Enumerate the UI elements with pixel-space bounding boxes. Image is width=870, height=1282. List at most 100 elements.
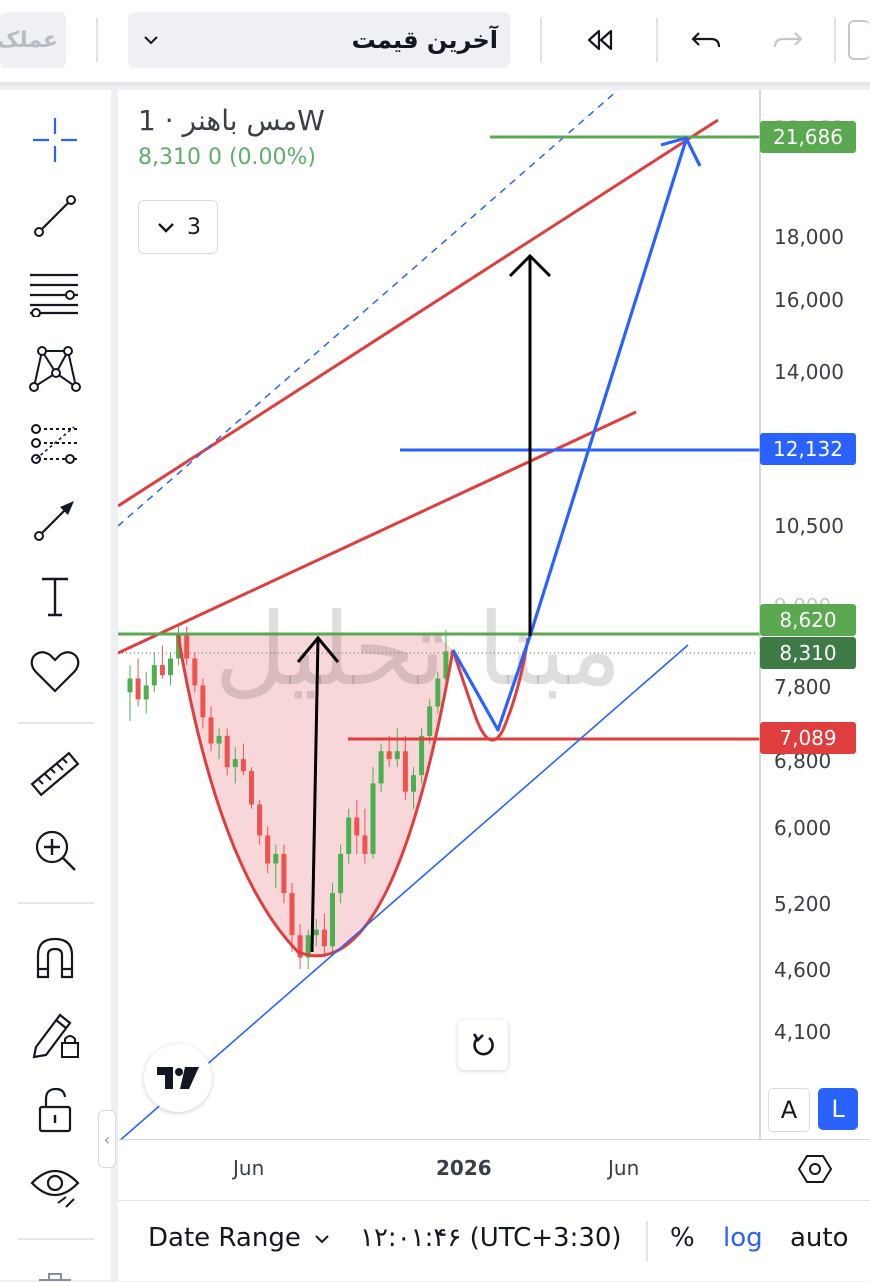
magnet-icon[interactable]	[25, 930, 85, 986]
candle-body	[216, 735, 222, 744]
y-tick: 10,500	[774, 514, 844, 538]
candle-body	[354, 817, 360, 836]
symbol-title[interactable]: مس باهنر · 1W	[138, 104, 325, 137]
unlock-icon[interactable]	[25, 1082, 85, 1138]
dashed-parallel-line	[118, 90, 619, 527]
auto-toggle[interactable]: auto	[790, 1223, 849, 1253]
candle-body	[402, 751, 408, 792]
redo-icon[interactable]	[768, 20, 808, 60]
arrow-icon[interactable]	[25, 492, 85, 548]
cup-depth-arrowhead	[296, 635, 340, 663]
collapse-toolbar-button[interactable]: ‹	[98, 1110, 116, 1168]
tradingview-logo[interactable]	[144, 1044, 212, 1112]
chart-type-select[interactable]: آخرین قیمت	[128, 12, 510, 68]
log-toggle[interactable]: log	[723, 1223, 763, 1253]
candle-body	[378, 751, 384, 784]
pattern-icon[interactable]	[25, 340, 85, 396]
y-tick: 4,100	[774, 1020, 832, 1044]
cup-depth-arrow	[310, 637, 320, 953]
crosshair-icon[interactable]	[25, 112, 85, 168]
price-label-21686: 21,686	[760, 121, 856, 153]
y-tick: 4,600	[774, 958, 832, 982]
y-tick: 6,000	[774, 816, 832, 840]
candle-body	[224, 735, 230, 768]
heart-icon[interactable]	[25, 644, 85, 700]
bottom-trend-line	[119, 644, 689, 1140]
candle-body	[313, 929, 319, 936]
toolbar-divider	[18, 902, 94, 904]
settings-hexagon-icon[interactable]	[797, 1154, 833, 1188]
bottom-bar: Date Range ۱۲:۰۱:۴۶ (UTC+3:30) % log aut…	[118, 1200, 870, 1281]
x-tick: Jun	[233, 1156, 265, 1180]
fib-retracement-icon[interactable]	[25, 416, 85, 472]
toolbar-divider	[18, 722, 94, 724]
candle-body	[386, 751, 392, 760]
price-label-7089: 7,089	[760, 722, 856, 754]
candle-body	[338, 853, 344, 894]
ruler-icon[interactable]	[25, 746, 85, 802]
price-change: 8,310 0 (0.00%)	[138, 145, 317, 170]
candle-body	[151, 665, 157, 686]
middle-trend-line	[118, 410, 637, 655]
chart-area[interactable]: مبنا تحلیل مس باهنر · 1W 8,310 0 (	[118, 90, 870, 1281]
date-range-button[interactable]: Date Range	[148, 1223, 331, 1253]
reset-chart-button[interactable]	[458, 1020, 508, 1070]
candle-body	[435, 678, 441, 707]
candle-body	[297, 935, 303, 958]
drawing-toolbar	[0, 90, 111, 1282]
trash-icon[interactable]	[25, 1252, 85, 1282]
candle-body	[168, 658, 173, 676]
candle-body	[330, 893, 335, 947]
lock-drawing-icon[interactable]	[25, 1006, 85, 1062]
eye-icon[interactable]	[25, 1158, 85, 1214]
undo-icon[interactable]	[686, 20, 726, 60]
zoom-in-icon[interactable]	[25, 822, 85, 878]
candle-body	[427, 706, 433, 736]
percent-toggle[interactable]: %	[670, 1223, 695, 1253]
indicators-toggle[interactable]: 3	[138, 200, 218, 254]
candle-body	[362, 835, 368, 854]
cup-curve	[176, 634, 455, 958]
log-scale-button[interactable]: L	[818, 1088, 858, 1130]
candle-body	[143, 685, 149, 700]
y-tick: 16,000	[774, 288, 844, 312]
candle-body	[273, 853, 279, 864]
candle-body	[192, 658, 198, 686]
candle-body	[135, 678, 141, 700]
fullscreen-button[interactable]	[848, 20, 870, 60]
refresh-icon	[472, 1033, 494, 1056]
projection-path	[451, 136, 702, 732]
rewind-icon[interactable]	[580, 20, 620, 60]
candle-body	[321, 929, 327, 947]
candles-group	[127, 626, 449, 970]
candle-body	[346, 817, 352, 854]
text-icon[interactable]	[25, 568, 85, 624]
candle-body	[232, 759, 238, 768]
clock[interactable]: ۱۲:۰۱:۴۶ (UTC+3:30)	[360, 1223, 622, 1253]
chart-canvas[interactable]: مبنا تحلیل	[118, 90, 870, 1140]
candle-body	[370, 783, 376, 854]
auto-scale-button[interactable]: A	[768, 1088, 810, 1132]
target-arrowhead	[508, 253, 552, 278]
price-label-8310: 8,310	[760, 637, 856, 669]
candle-body	[265, 835, 271, 864]
candle-body	[411, 775, 416, 792]
chart-legend: مس باهنر · 1W 8,310 0 (0.00%)	[138, 104, 325, 170]
candle-body	[127, 678, 133, 693]
upper-resistance-line	[118, 118, 719, 508]
chart-type-label: آخرین قیمت	[351, 26, 498, 54]
y-tick: 18,000	[774, 225, 844, 249]
divider	[646, 1221, 648, 1261]
candle-body	[200, 685, 206, 718]
trend-line-icon[interactable]	[25, 188, 85, 244]
candle-body	[257, 804, 263, 836]
y-tick: 14,000	[774, 360, 844, 384]
candle-body	[305, 935, 311, 958]
parallel-channel-icon[interactable]	[25, 264, 85, 320]
top-toolbar: عملک آخرین قیمت	[0, 0, 870, 86]
divider	[834, 18, 836, 62]
toolbar-divider	[18, 1238, 94, 1240]
candle-body	[208, 717, 214, 744]
trade-button[interactable]: عملک	[0, 12, 66, 68]
candle-body	[249, 771, 254, 805]
